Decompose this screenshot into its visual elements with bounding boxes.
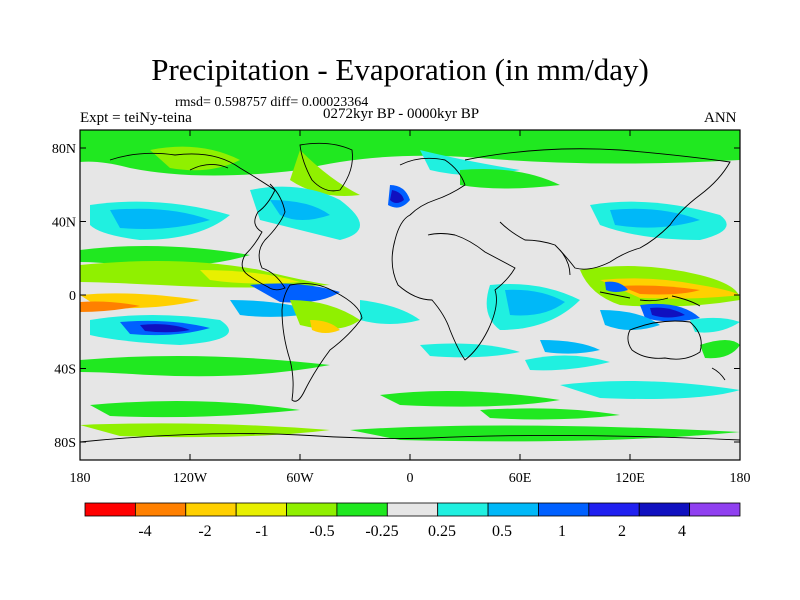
lat-tick-label: 80S (54, 436, 76, 451)
colorbar-box (84, 502, 136, 517)
lat-tick-label: 0 (69, 289, 76, 304)
lat-tick-label: 40S (54, 363, 76, 378)
colorbar-box (235, 502, 287, 517)
colorbar-box (437, 502, 489, 517)
stats-text: rmsd= 0.598757 diff= 0.00023364 (175, 95, 369, 110)
colorbar-label: -1 (255, 523, 268, 540)
lon-tick-label: 120W (173, 471, 208, 486)
tick-marks (79, 130, 741, 460)
colorbar-label: -2 (198, 523, 211, 540)
colorbar-labels: -4 -2 -1 -0.5 -0.25 0.25 0.5 1 2 4 (138, 523, 686, 540)
colorbar-box (185, 502, 237, 517)
lon-tick-label: 0 (407, 471, 414, 486)
colorbar-box (638, 502, 691, 517)
colorbar-label: -0.5 (309, 523, 334, 540)
colorbar-box (286, 502, 338, 517)
coastlines (80, 142, 740, 443)
colorbar-label: 0.25 (428, 523, 456, 540)
colorbar-box (386, 502, 439, 517)
lat-tick-labels: 80N 40N 0 40S 80S (52, 142, 76, 451)
lon-tick-label: 60E (509, 471, 532, 486)
experiment-label: Expt = teiNy-teina (80, 110, 192, 126)
colorbar-label: 2 (618, 523, 626, 540)
lon-tick-labels: 180 120W 60W 0 60E 120E 180 (70, 471, 751, 486)
colorbar-label: 4 (678, 523, 686, 540)
lon-tick-label: 180 (730, 471, 751, 486)
colorbar-label: -4 (138, 523, 151, 540)
map-title: Precipitation - Evaporation (in mm/day) (151, 52, 649, 87)
season-label: ANN (704, 110, 737, 126)
colorbar-box (134, 502, 187, 517)
lat-tick-label: 40N (52, 216, 76, 231)
lon-tick-label: 60W (286, 471, 314, 486)
lat-tick-label: 80N (52, 142, 76, 157)
lon-tick-label: 120E (615, 471, 645, 486)
colorbar-box (487, 502, 539, 517)
colorbar (84, 502, 741, 517)
colorbar-label: -0.25 (365, 523, 398, 540)
colorbar-box (538, 502, 590, 517)
colorbar-box (689, 502, 741, 517)
colorbar-box (336, 502, 388, 517)
period-label: 0272kyr BP - 0000kyr BP (323, 106, 480, 122)
colorbar-label: 0.5 (492, 523, 512, 540)
anomaly-field (80, 130, 740, 460)
colorbar-label: 1 (558, 523, 566, 540)
lon-tick-label: 180 (70, 471, 91, 486)
colorbar-box (588, 502, 640, 517)
